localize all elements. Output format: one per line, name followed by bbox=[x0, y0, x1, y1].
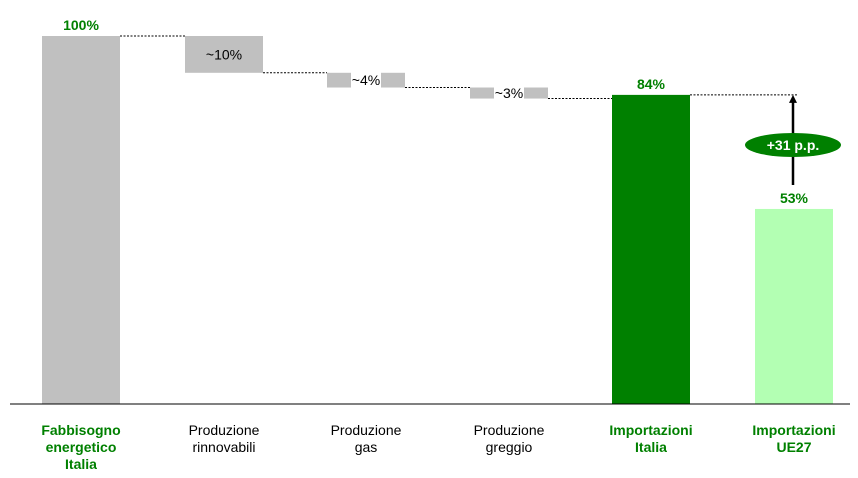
bar-6 bbox=[755, 209, 833, 404]
value-label-4: ~3% bbox=[495, 85, 523, 101]
value-label-3: ~4% bbox=[352, 72, 380, 88]
value-label-6: 53% bbox=[780, 190, 809, 206]
value-label-5: 84% bbox=[637, 76, 666, 92]
category-label-3: Produzione gas bbox=[331, 422, 402, 455]
category-label-1: Fabbisogno energetico Italia bbox=[41, 422, 120, 472]
category-label-4: Produzione greggio bbox=[474, 422, 545, 455]
value-label-2: ~10% bbox=[206, 46, 242, 62]
bars bbox=[42, 36, 833, 404]
difference-arrow-head bbox=[789, 95, 797, 103]
difference-annotation: +31 p.p. bbox=[745, 95, 841, 185]
category-labels: Fabbisogno energetico Italia Produzione rinn… bbox=[41, 422, 835, 472]
difference-badge-label: +31 p.p. bbox=[767, 137, 820, 153]
value-label-1: 100% bbox=[63, 17, 99, 33]
value-labels: 100% ~10% ~4% ~3% 84% 53% bbox=[63, 17, 808, 206]
category-label-5: Importazioni Italia bbox=[609, 422, 692, 455]
bar-1 bbox=[42, 36, 120, 404]
category-label-2: Produzione rinnovabili bbox=[189, 422, 260, 455]
bar-5 bbox=[612, 95, 690, 404]
category-label-6: Importazioni UE27 bbox=[752, 422, 835, 455]
